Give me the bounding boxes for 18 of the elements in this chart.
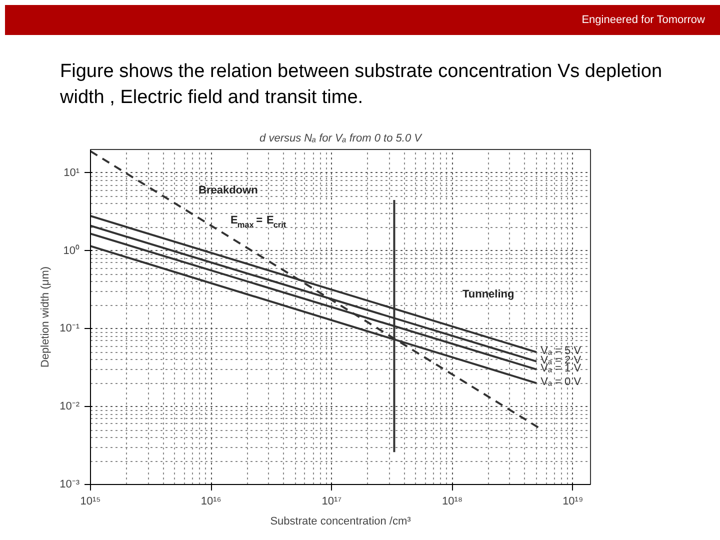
y-tick-label: 10⁻¹ xyxy=(60,322,80,335)
chart-subtitle: d versus Nₐ for Vₐ from 0 to 5.0 V xyxy=(260,132,424,144)
y-tick-label: 10⁰ xyxy=(63,244,80,257)
text: Engineered for Tomorrow xyxy=(582,13,705,28)
y-tick-label: 10¹ xyxy=(64,166,80,179)
y-tick-label: 10⁻² xyxy=(60,400,80,413)
y-axis-title: Depletion width (μm) xyxy=(40,266,52,368)
y-tick-label: 10⁻³ xyxy=(60,478,80,490)
x-tick-label: 10¹⁵ xyxy=(80,496,101,508)
x-tick-label: 10¹⁶ xyxy=(200,496,222,508)
annotation: Breakdown xyxy=(198,184,258,196)
x-tick-label: 10¹⁸ xyxy=(442,496,463,508)
x-tick-label: 10¹⁷ xyxy=(322,496,342,508)
x-tick-label: 10¹⁹ xyxy=(562,496,584,508)
annotation: Tunneling xyxy=(462,288,514,300)
x-axis-title: Substrate concentration /cm³ xyxy=(270,516,412,528)
series-label: Vₐ = 0 V xyxy=(540,376,582,388)
chart-title: Figure shows the relation between substrate concentration Vs depletion width , Electric field and transit time. xyxy=(60,60,664,110)
